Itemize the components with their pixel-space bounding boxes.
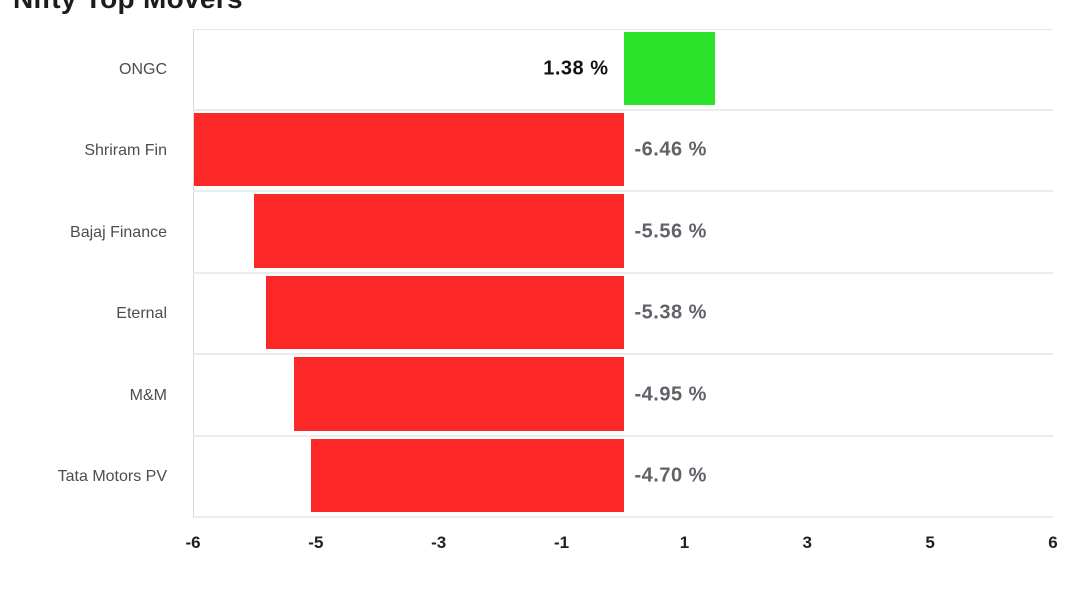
- category-label: Eternal: [116, 305, 167, 323]
- chart-title: Nifty Top Movers: [13, 0, 243, 15]
- positive-bar[interactable]: [623, 32, 716, 105]
- chart-row: Shriram Fin -6.46 %: [0, 110, 1053, 192]
- chart-row: Eternal -5.38 %: [0, 273, 1053, 355]
- x-tick-label: -1: [554, 533, 570, 552]
- x-tick-label: 3: [802, 533, 813, 552]
- negative-bar[interactable]: [253, 194, 624, 268]
- chart-row: Tata Motors PV -4.70 %: [0, 436, 1053, 518]
- x-tick-label: -5: [308, 533, 324, 552]
- value-label: -5.56 %: [634, 220, 707, 243]
- x-axis: -6 -5 -3 -1 1 3 5 6: [185, 531, 1057, 559]
- x-tick-label: -3: [431, 533, 447, 552]
- category-label: Bajaj Finance: [70, 223, 167, 241]
- bar-track: -5.38 %: [193, 273, 1053, 355]
- bar-track: -4.70 %: [193, 436, 1053, 518]
- negative-bar[interactable]: [311, 438, 624, 512]
- x-tick-label: 5: [925, 533, 935, 552]
- x-tick-label: -6: [185, 533, 201, 552]
- value-label: -4.95 %: [634, 383, 707, 406]
- category-label: M&M: [129, 386, 167, 404]
- bar-track: 1.38 %: [193, 29, 1053, 111]
- chart-row: Bajaj Finance -5.56 %: [0, 192, 1053, 274]
- negative-bar[interactable]: [265, 275, 624, 349]
- negative-bar[interactable]: [194, 112, 624, 186]
- negative-bar[interactable]: [294, 357, 624, 431]
- bar-track: -4.95 %: [193, 355, 1053, 437]
- chart-rows: ONGC 1.38 % Shriram Fin -6.46 % Bajaj Financ…: [0, 29, 1053, 518]
- value-label: -4.70 %: [634, 464, 707, 487]
- bar-track: -6.46 %: [193, 110, 1053, 192]
- category-label: ONGC: [119, 60, 167, 78]
- bar-track: -5.56 %: [193, 192, 1053, 274]
- category-label: Shriram Fin: [84, 142, 167, 160]
- chart-row: ONGC 1.38 %: [0, 29, 1053, 111]
- value-label: 1.38 %: [543, 57, 609, 80]
- x-tick-label: 6: [1048, 533, 1058, 552]
- value-label: -5.38 %: [634, 301, 707, 324]
- value-label: -6.46 %: [634, 138, 707, 161]
- chart-row: M&M -4.95 %: [0, 355, 1053, 437]
- category-label: Tata Motors PV: [57, 468, 167, 486]
- x-tick-label: 1: [679, 533, 690, 552]
